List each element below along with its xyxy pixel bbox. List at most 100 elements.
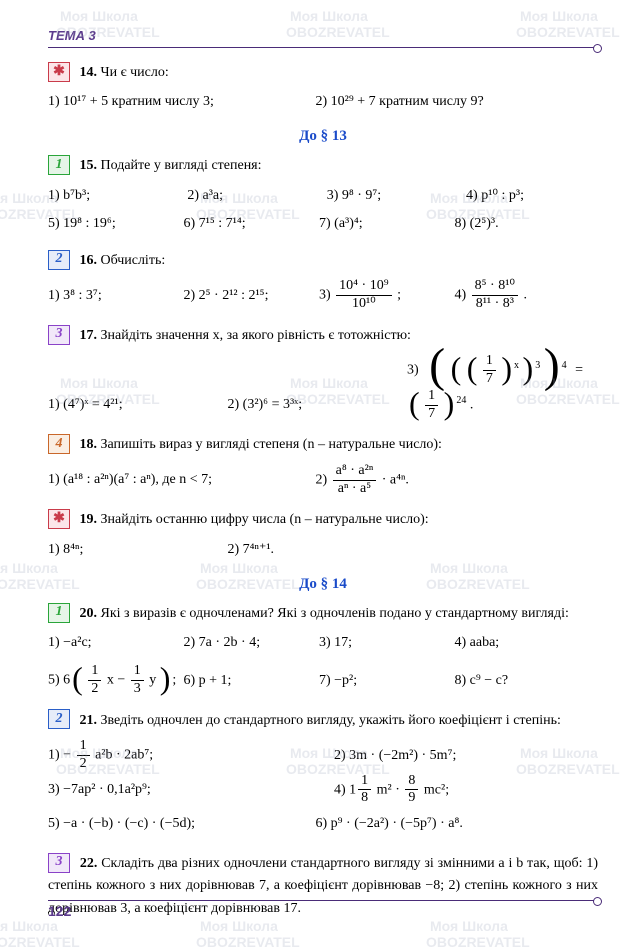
fraction: 1 7: [425, 388, 438, 423]
problem-22: 3 22. Складіть два різних одночлени стан…: [48, 853, 598, 920]
fraction: 89: [405, 773, 418, 808]
subitems: 1) 3⁸ : 3⁷; 2) 2⁵ · 2¹² : 2¹⁵; 3) 10⁴ · …: [48, 278, 598, 313]
item: 3) 9⁸ · 9⁷;: [327, 182, 459, 210]
problem-text: Чи є число:: [101, 65, 169, 80]
star-icon: ✱: [48, 62, 70, 82]
level-1-icon: 1: [48, 155, 70, 175]
subitems: 1) b⁷b³; 2) a³a; 3) 9⁸ · 9⁷; 4) p¹⁰ : p³…: [48, 182, 598, 238]
item: 3) 10⁴ · 10⁹ 10¹⁰ ;: [319, 278, 451, 313]
page-number: 122: [48, 903, 71, 919]
item: 4) p¹⁰ : p³;: [466, 182, 598, 210]
item: 2) 2⁵ · 2¹² : 2¹⁵;: [184, 279, 316, 313]
lead: 4) 1: [334, 782, 356, 797]
fraction: 8⁵ · 8¹⁰ 8¹¹ · 8³: [472, 278, 518, 313]
paren: 12 x − 1 3 y: [70, 663, 172, 698]
mid-paren: 1 7 x: [449, 353, 536, 388]
fraction: 12: [77, 738, 90, 773]
item: 5) −a · (−b) · (−c) · (−5d);: [48, 807, 312, 841]
level-3-icon: 3: [48, 853, 70, 873]
problem-number: 22.: [80, 856, 98, 871]
subitems: 1) − 12 a²b · 2ab⁷; 2) 3m · (−2m²) · 5m⁷…: [48, 738, 598, 841]
eq: =: [575, 363, 583, 378]
watermark: Моя Школа: [430, 918, 508, 934]
item: 2) 7⁴ⁿ⁺¹.: [228, 536, 404, 564]
item: 2) 3m · (−2m²) · 5m⁷;: [334, 739, 598, 773]
numerator: 10⁴ · 10⁹: [336, 278, 391, 296]
level-2-icon: 2: [48, 709, 70, 729]
item: 5) 19⁸ : 19⁶;: [48, 210, 180, 238]
item: 5) 6 12 x − 13 y ;: [48, 663, 180, 698]
numerator: 1: [88, 663, 101, 681]
tail: a²b · 2ab⁷;: [92, 748, 154, 763]
denominator: 10¹⁰: [336, 296, 391, 313]
tail: y: [146, 673, 157, 688]
item: 1) 8⁴ⁿ;: [48, 536, 224, 564]
numerator: 1: [358, 773, 371, 791]
fraction: 18: [358, 773, 371, 808]
problem-20: 1 20. Які з виразів є одночленами? Які з…: [48, 603, 598, 698]
level-1-icon: 1: [48, 603, 70, 623]
problem-number: 16.: [80, 253, 98, 268]
item: 1) (a¹⁸ : a²ⁿ)(a⁷ : aⁿ), де n < 7;: [48, 463, 312, 497]
problem-number: 18.: [80, 437, 98, 452]
bottom-rule: [48, 900, 598, 901]
item: 2) 7a · 2b · 4;: [184, 629, 316, 657]
item: 1) − 12 a²b · 2ab⁷;: [48, 738, 312, 773]
denominator: 9: [405, 790, 418, 807]
numerator: 1: [483, 353, 496, 371]
item: 6) p⁹ · (−2a²) · (−5p⁷) · a⁸.: [316, 807, 580, 841]
subitems: 1) (4⁷)ˣ = 4²¹; 2) (3²)⁶ = 3³ˣ; 3) 1 7 x…: [48, 353, 598, 422]
problem-text: Складіть два різних одночлени стандартно…: [48, 856, 598, 916]
item: 3) 1 7 x 3 4 = 1 7 24 .: [407, 353, 583, 422]
numerator: 8: [405, 773, 418, 791]
item: 1) 3⁸ : 3⁷;: [48, 279, 180, 313]
problem-text: Запишіть вираз у вигляді степеня (n – на…: [101, 437, 442, 452]
section-14-title: До § 14: [48, 576, 598, 593]
item: 7) (a³)⁴;: [319, 210, 451, 238]
problem-number: 14.: [80, 65, 98, 80]
exp: x: [514, 360, 519, 371]
lead: 3): [407, 363, 427, 378]
tail: · a⁴ⁿ.: [378, 472, 409, 487]
subitems: 1) (a¹⁸ : a²ⁿ)(a⁷ : aⁿ), де n < 7; 2) a⁸…: [48, 463, 598, 498]
lead: 3): [319, 288, 334, 303]
problem-21: 2 21. Зведіть одночлен до стандартного в…: [48, 710, 598, 841]
problem-16: 2 16. Обчисліть: 1) 3⁸ : 3⁷; 2) 2⁵ · 2¹²…: [48, 250, 598, 313]
inner-paren: 1 7: [465, 353, 514, 388]
item: 7) −p²;: [319, 664, 451, 698]
problem-number: 21.: [80, 713, 98, 728]
problem-text: Знайдіть останню цифру числа (n – натура…: [101, 512, 429, 527]
level-4-icon: 4: [48, 434, 70, 454]
subitems: 1) −a²c; 2) 7a · 2b · 4; 3) 17; 4) aaba;: [48, 629, 598, 657]
subitems: 1) 10¹⁷ + 5 кратним числу 3; 2) 10²⁹ + 7…: [48, 88, 598, 116]
denominator: 7: [483, 371, 496, 388]
numerator: 1: [77, 738, 90, 756]
problem-17: 3 17. Знайдіть значення x, за якого рівн…: [48, 325, 598, 423]
watermark: Моя Школа: [290, 8, 368, 24]
exp: 3: [535, 360, 540, 371]
item: 3) 17;: [319, 629, 451, 657]
level-2-icon: 2: [48, 250, 70, 270]
item: 1) 10¹⁷ + 5 кратним числу 3;: [48, 88, 312, 116]
fraction: 1 7: [483, 353, 496, 388]
tail: ;: [394, 288, 401, 303]
mid: m² ·: [373, 782, 403, 797]
mid: x −: [103, 673, 128, 688]
problem-19: ✱ 19. Знайдіть останню цифру числа (n – …: [48, 509, 598, 563]
exp: 24: [456, 395, 466, 406]
fraction: 12: [88, 663, 101, 698]
item: 4) aaba;: [455, 629, 587, 657]
item: 2) 10²⁹ + 7 кратним числу 9?: [316, 88, 580, 116]
problem-number: 17.: [80, 328, 98, 343]
denominator: 3: [131, 681, 144, 698]
denominator: aⁿ · a⁵: [333, 481, 377, 498]
denominator: 8: [358, 790, 371, 807]
item: 1) (4⁷)ˣ = 4²¹;: [48, 388, 224, 422]
outer-paren: 1 7 x 3: [427, 353, 562, 388]
watermark: Моя Школа: [200, 918, 278, 934]
lead: 5) 6: [48, 673, 70, 688]
problem-18: 4 18. Запишіть вираз у вигляді степеня (…: [48, 434, 598, 497]
numerator: a⁸ · a²ⁿ: [333, 463, 377, 481]
item: 2) a³a;: [187, 182, 319, 210]
problem-text: Зведіть одночлен до стандартного вигляду…: [101, 713, 561, 728]
